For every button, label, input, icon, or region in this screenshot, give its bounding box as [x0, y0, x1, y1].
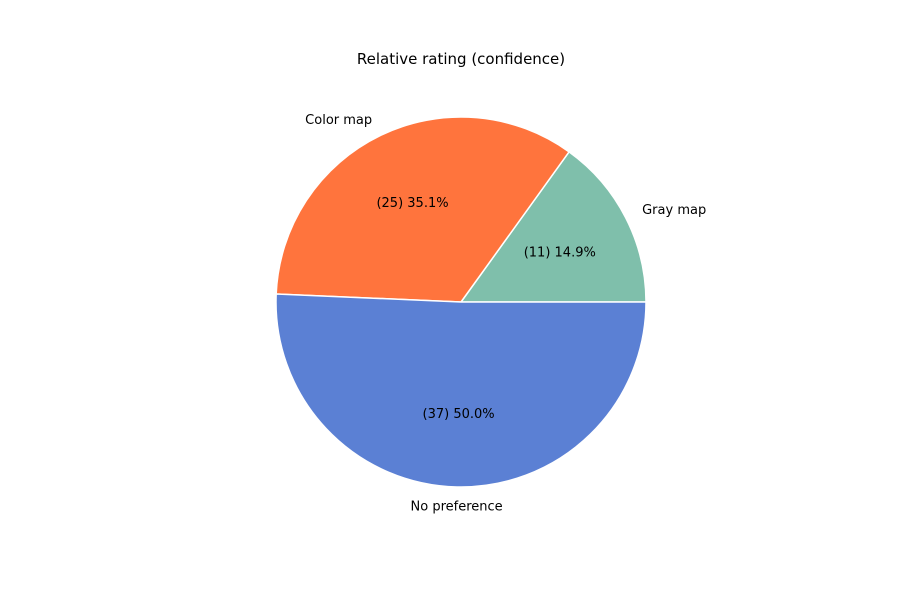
- pie-slices: [275, 116, 647, 488]
- chart-title: Relative rating (confidence): [357, 50, 565, 68]
- slice-value-label-color-map: (25) 35.1%: [376, 196, 448, 211]
- pie-slice-no-preference: [275, 293, 647, 488]
- pie-slice-color-map: [275, 116, 570, 303]
- pie-slice-gray-map: [460, 151, 647, 303]
- slice-label-no-preference: No preference: [411, 499, 503, 514]
- slice-label-color-map: Color map: [305, 113, 372, 128]
- slice-label-gray-map: Gray map: [642, 203, 706, 218]
- slice-value-label-gray-map: (11) 14.9%: [524, 245, 596, 260]
- slice-value-label-no-preference: (37) 50.0%: [423, 407, 495, 422]
- pie-labels: Gray map (11) 14.9% Color map (25) 35.1% No …: [305, 113, 706, 515]
